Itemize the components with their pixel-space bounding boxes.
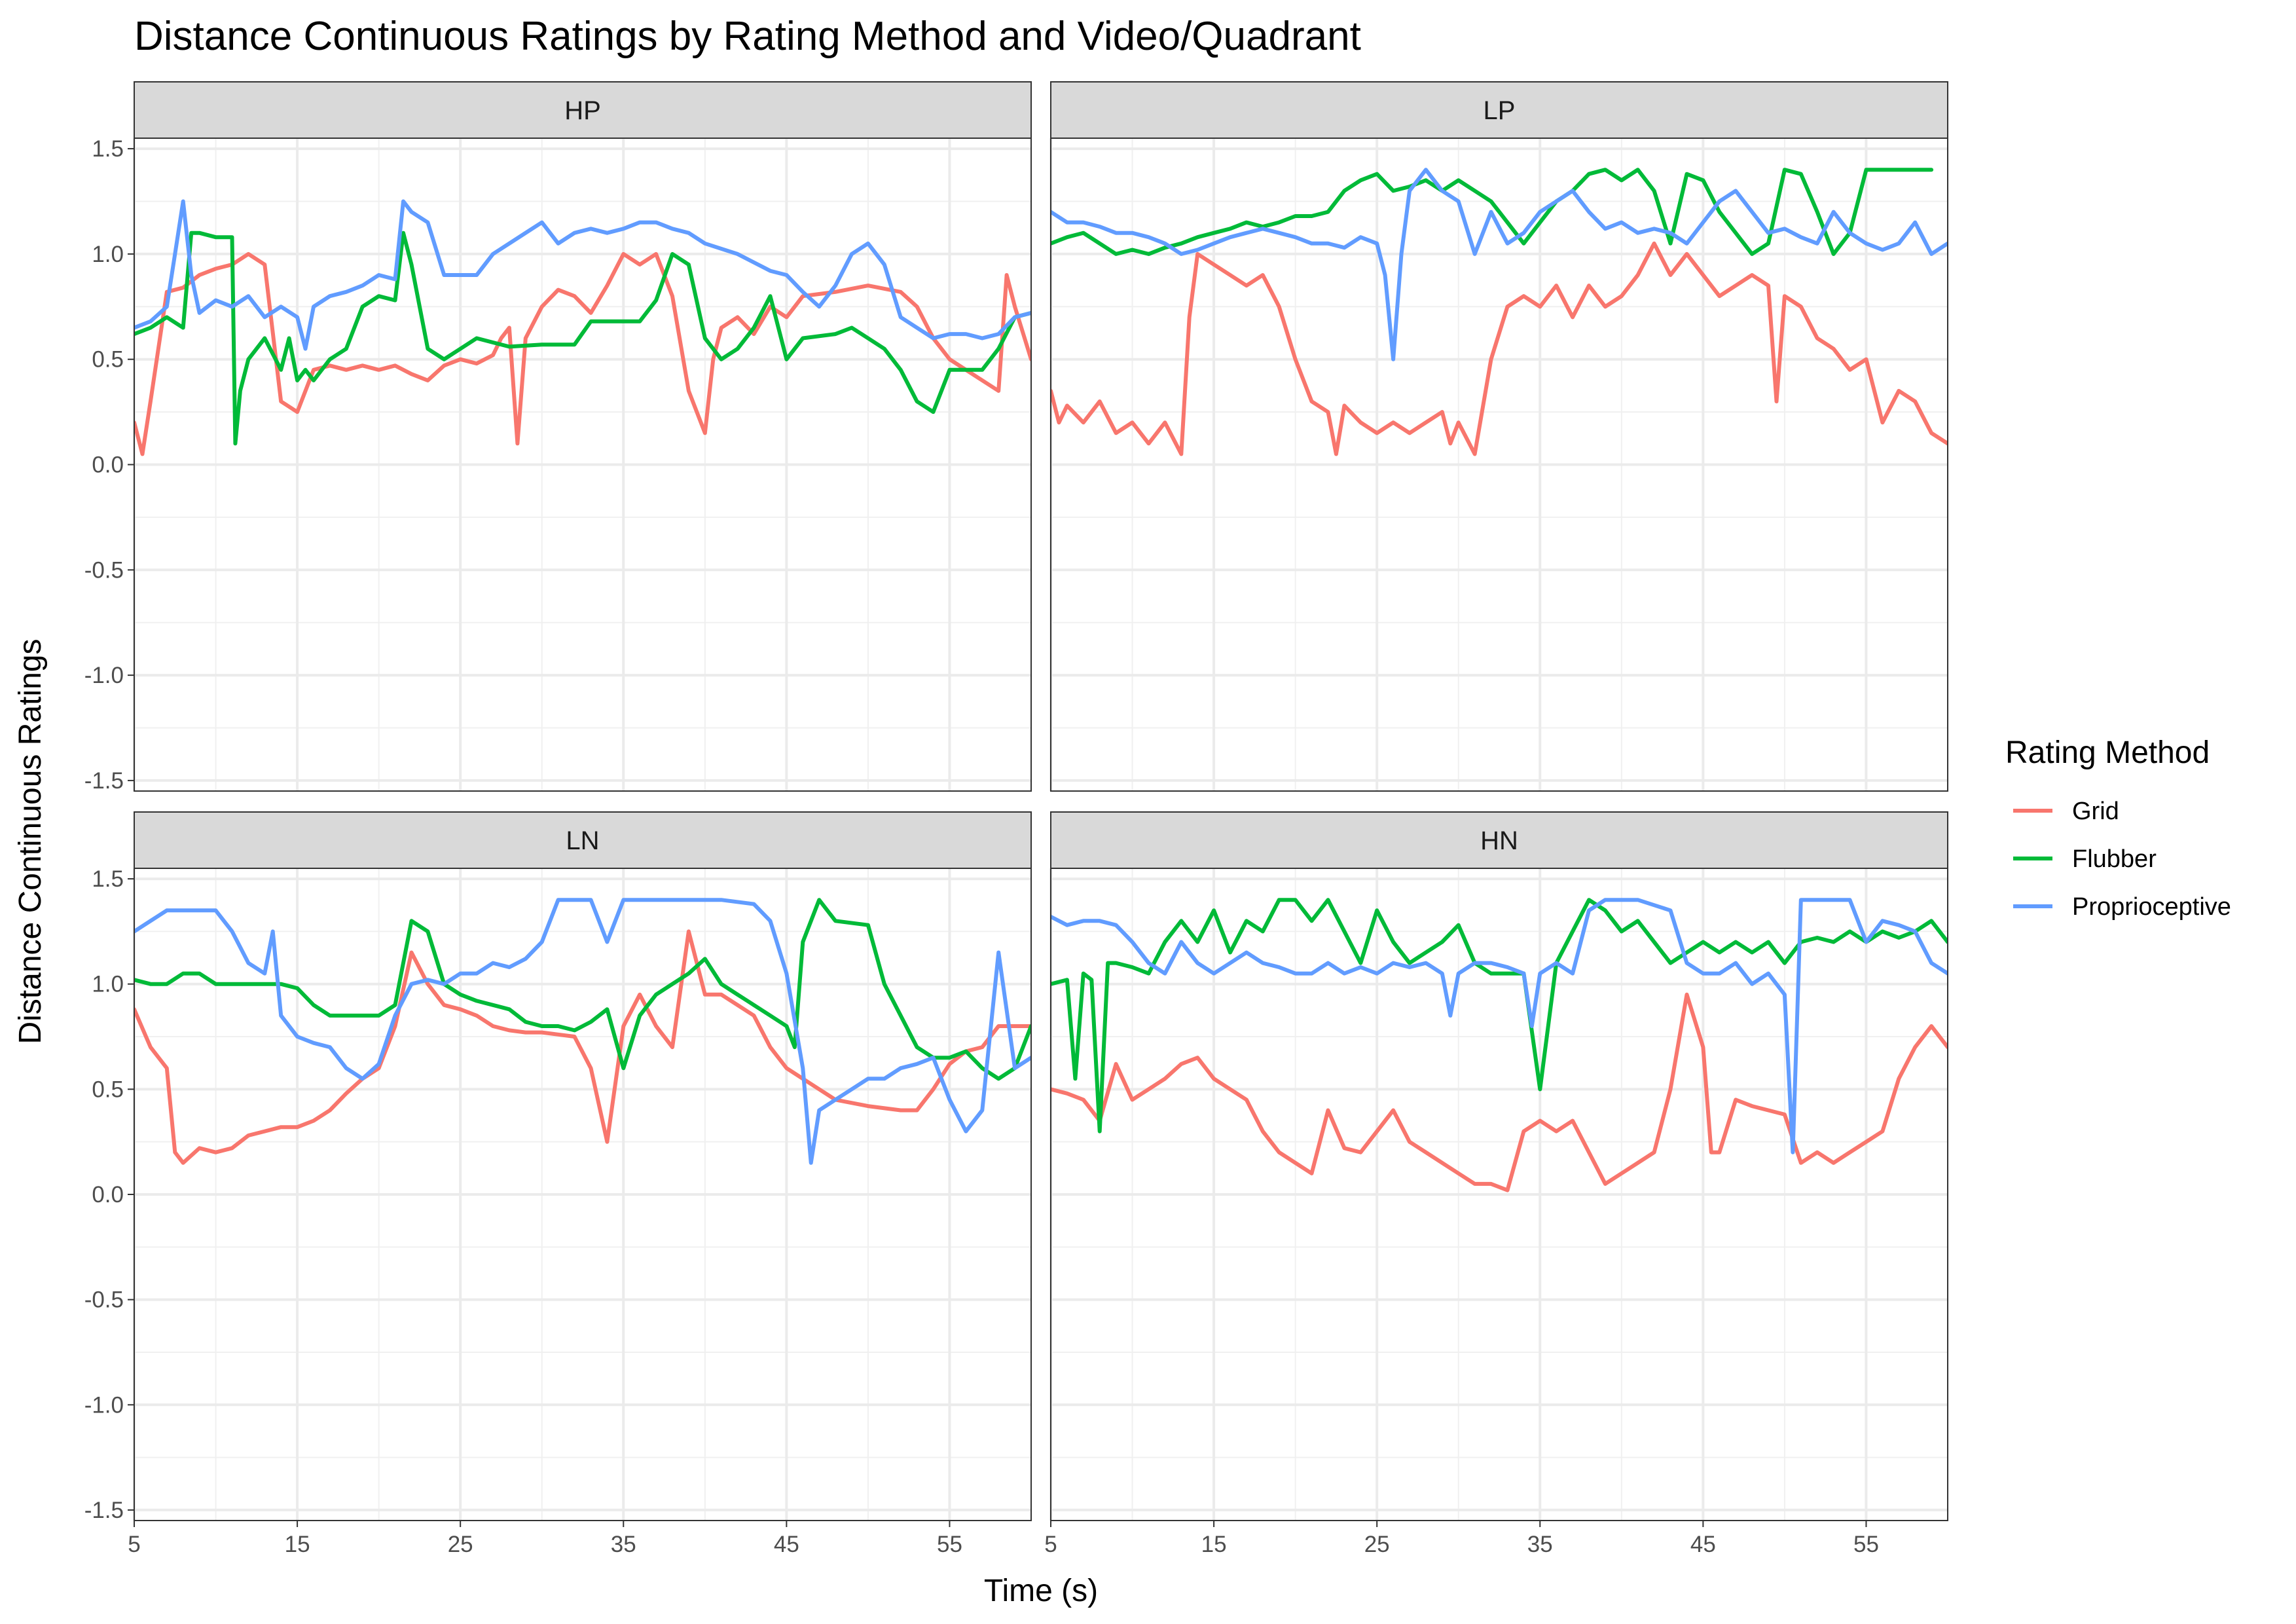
y-tick-label: 0.5	[92, 347, 124, 373]
legend-item-proprioceptive: Proprioceptive	[2013, 893, 2231, 921]
series-line-proprioceptive	[134, 898, 1031, 1165]
panel-ln: LN -1.5 -1.0 -0.5 0.0 0.5 1.0 1.5 5 15 25 35 45 55	[84, 811, 1032, 1557]
x-tick-label: 5	[1044, 1532, 1057, 1557]
panel-border	[1050, 868, 1948, 1521]
x-tick-label: 45	[1690, 1532, 1716, 1557]
panel-lp: LP	[1049, 81, 1948, 792]
series-line-proprioceptive	[1051, 898, 1948, 1154]
legend-item-flubber: Flubber	[2013, 845, 2157, 873]
panel-hn: HN 5 15 25 35 45 55	[1044, 811, 1948, 1557]
x-tick-label: 15	[1201, 1532, 1227, 1557]
x-tick-label: 55	[937, 1532, 962, 1557]
series-line-proprioceptive	[1051, 168, 1948, 361]
series-line-flubber	[134, 898, 1031, 1081]
panels-layer: HP -1.5 -1.0 -0.5 0.0 0.5 1.0 1.5 LP LN -1.5 -1.0 -0…	[84, 81, 1948, 1557]
x-tick-label: 35	[1527, 1532, 1553, 1557]
facet-strip	[134, 81, 1032, 139]
legend: Rating Method Grid Flubber Proprioceptive	[2005, 735, 2231, 921]
series-line-flubber	[134, 231, 1031, 446]
x-tick-label: 25	[1364, 1532, 1390, 1557]
y-tick-label: -0.5	[84, 1287, 124, 1313]
series-line-grid	[1051, 241, 1948, 456]
legend-label-grid: Grid	[2072, 798, 2119, 825]
series-line-grid	[1051, 992, 1948, 1192]
y-tick-label: -1.5	[84, 768, 124, 794]
facet-strip-label: HP	[564, 96, 601, 125]
y-tick-label: 0.5	[92, 1077, 124, 1102]
facet-strip-label: HN	[1480, 826, 1518, 855]
panel-border	[1050, 138, 1948, 792]
y-tick-label: 0.0	[92, 452, 124, 478]
legend-label-proprioceptive: Proprioceptive	[2072, 893, 2231, 921]
x-tick-label: 45	[774, 1532, 799, 1557]
x-tick-label: 55	[1853, 1532, 1879, 1557]
series-line-grid	[134, 251, 1031, 456]
series-line-flubber	[1051, 168, 1934, 256]
y-tick-label: 1.5	[92, 866, 124, 892]
legend-label-flubber: Flubber	[2072, 845, 2157, 873]
series-line-proprioceptive	[134, 199, 1031, 351]
legend-item-grid: Grid	[2013, 798, 2119, 825]
chart-title: Distance Continuous Ratings by Rating Me…	[134, 14, 1361, 59]
y-tick-label: 0.0	[92, 1182, 124, 1208]
x-tick-label: 15	[285, 1532, 310, 1557]
y-tick-label: 1.5	[92, 136, 124, 162]
facet-strip-label: LP	[1484, 96, 1516, 125]
legend-title: Rating Method	[2005, 735, 2210, 770]
facet-strip	[1050, 81, 1948, 139]
x-tick-label: 35	[611, 1532, 636, 1557]
facet-strip	[1050, 811, 1948, 869]
y-axis-title: Distance Continuous Ratings	[13, 638, 48, 1044]
series-line-grid	[134, 929, 1031, 1165]
facet-strip	[134, 811, 1032, 869]
panel-hp: HP -1.5 -1.0 -0.5 0.0 0.5 1.0 1.5	[84, 81, 1032, 794]
y-tick-label: -1.0	[84, 663, 124, 688]
y-tick-label: -1.5	[84, 1498, 124, 1523]
y-tick-label: 1.0	[92, 972, 124, 997]
y-tick-label: -0.5	[84, 557, 124, 583]
y-tick-label: -1.0	[84, 1392, 124, 1418]
x-axis-title: Time (s)	[984, 1574, 1098, 1608]
facet-strip-label: LN	[566, 826, 599, 855]
x-tick-label: 5	[128, 1532, 140, 1557]
y-tick-label: 1.0	[92, 242, 124, 267]
x-tick-label: 25	[448, 1532, 473, 1557]
